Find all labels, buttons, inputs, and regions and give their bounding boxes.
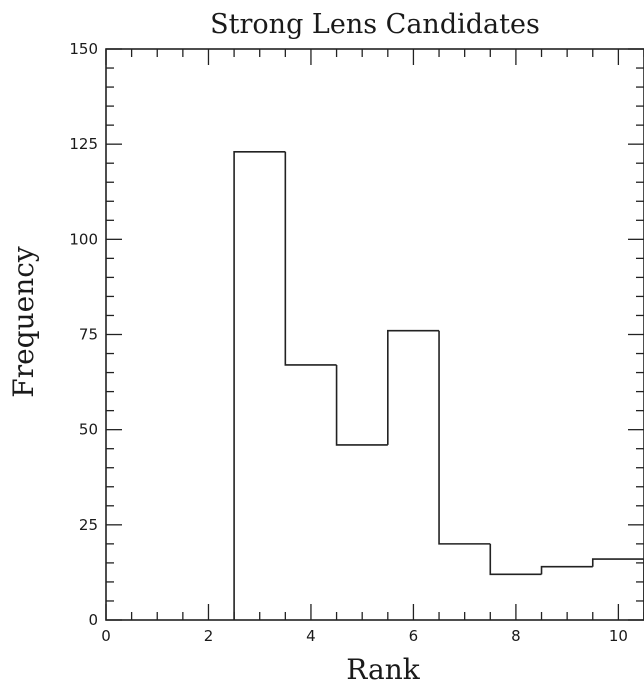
- x-axis-label: Rank: [346, 653, 420, 685]
- x-tick-label: 6: [409, 627, 419, 645]
- x-tick-label: 0: [101, 627, 111, 645]
- y-tick-label: 25: [79, 516, 98, 534]
- histogram-bar: [540, 565, 593, 575]
- histogram-bar: [233, 150, 286, 620]
- histogram-bar: [438, 330, 491, 545]
- chart-title: Strong Lens Candidates: [210, 9, 540, 40]
- x-tick-label: 8: [511, 627, 521, 645]
- histogram-bar: [284, 151, 337, 366]
- histogram-bar: [591, 558, 644, 620]
- y-tick-label: 75: [79, 326, 98, 344]
- axis-ticks: [105, 48, 644, 621]
- y-tick-label: 50: [79, 421, 98, 439]
- x-tick-label: 10: [609, 627, 628, 645]
- y-tick-label: 125: [69, 135, 98, 153]
- plot-frame: [105, 48, 644, 621]
- histogram-bar: [489, 543, 542, 576]
- y-tick-label: 0: [88, 611, 98, 629]
- y-tick-label: 150: [69, 40, 98, 58]
- x-tick-label: 4: [306, 627, 316, 645]
- x-tick-label: 2: [204, 627, 214, 645]
- histogram-bar: [387, 329, 440, 445]
- y-tick-label: 100: [69, 230, 98, 248]
- histogram-bars: [233, 150, 644, 620]
- y-axis-label: Frequency: [7, 246, 40, 398]
- histogram-bar: [335, 364, 388, 446]
